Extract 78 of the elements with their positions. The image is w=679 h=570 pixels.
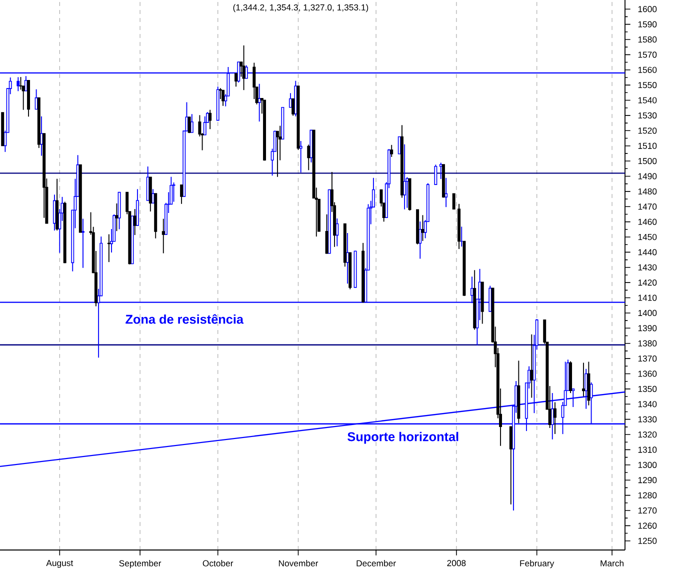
candlestick <box>307 144 310 171</box>
candlestick <box>553 402 556 435</box>
x-tick-label: September <box>119 560 162 568</box>
candlestick <box>115 202 118 232</box>
y-tick-label: 1590 <box>638 21 657 28</box>
candlestick <box>439 162 442 180</box>
y-tick-label: 1320 <box>638 431 657 438</box>
annotation: Zona de resistência <box>126 314 244 324</box>
y-tick-label: 1390 <box>638 325 657 332</box>
candlestick <box>398 136 401 154</box>
y-tick-label: 1410 <box>638 294 657 301</box>
y-tick-label: 1340 <box>638 401 657 408</box>
y-tick-label: 1550 <box>638 82 657 88</box>
candlestick <box>218 88 222 100</box>
y-tick-label: 1530 <box>638 112 657 119</box>
candlestick <box>203 116 206 136</box>
x-tick-label: November <box>278 560 318 566</box>
y-tick-label: 1290 <box>638 477 657 484</box>
y-tick-label: 1540 <box>638 97 657 104</box>
y-tick-label: 1580 <box>638 36 657 43</box>
candlestick <box>258 83 261 122</box>
y-tick-label: 1310 <box>638 446 657 453</box>
x-tick-label: August <box>46 560 74 568</box>
y-tick-label: 1260 <box>638 522 657 529</box>
candlestick <box>107 234 110 263</box>
y-tick-label: 1300 <box>638 462 657 468</box>
y-tick-label: 1430 <box>638 264 657 270</box>
y-tick-label: 1510 <box>638 142 657 149</box>
y-tick-label: 1450 <box>638 234 657 240</box>
annotation: Suporte horizontal <box>348 432 458 444</box>
y-tick-label: 1490 <box>638 173 657 180</box>
y-tick-label: 1360 <box>638 370 657 377</box>
y-tick-label: 1440 <box>638 249 657 256</box>
candlestick <box>582 362 585 397</box>
y-tick-label: 1280 <box>638 492 657 498</box>
y-tick-label: 1250 <box>638 538 657 544</box>
candlestick <box>509 426 512 505</box>
candlestick <box>162 218 165 254</box>
candlestick <box>252 62 256 100</box>
candlestick <box>434 164 438 186</box>
candlestick <box>208 109 212 130</box>
y-tick-label: 1570 <box>638 52 657 58</box>
y-tick-label: 1500 <box>638 158 657 164</box>
candlestick <box>82 218 84 268</box>
candlestick <box>530 334 534 398</box>
y-tick-label: 1400 <box>638 310 657 316</box>
candlestick <box>390 144 394 158</box>
candlestick <box>180 184 184 204</box>
candlestick <box>299 140 302 173</box>
y-tick-label: 1350 <box>638 386 657 392</box>
y-tick-label: 1520 <box>638 128 657 134</box>
candlestick <box>292 98 295 116</box>
y-tick-label: 1420 <box>638 280 657 286</box>
y-tick-label: 1370 <box>638 355 657 362</box>
y-tick-label: 1460 <box>638 218 657 225</box>
candlestick <box>16 76 20 92</box>
candlestick <box>19 76 22 90</box>
x-tick-label: February <box>520 560 554 568</box>
y-tick-label: 1470 <box>638 204 657 210</box>
candlestick <box>421 214 424 242</box>
chart-title: (1,344.2, 1,354.3, 1,327.0, 1,353.1) <box>233 4 368 12</box>
y-tick-label: 1330 <box>638 416 657 422</box>
candlestick <box>133 208 136 236</box>
y-tick-label: 1270 <box>638 507 657 514</box>
candlestick <box>222 90 225 106</box>
x-tick-label: 2008 <box>447 560 466 566</box>
y-tick-label: 1380 <box>638 340 657 346</box>
candlestick <box>188 116 191 134</box>
candlestick <box>452 193 456 210</box>
y-tick-label: 1560 <box>638 66 657 73</box>
y-tick-label: 1600 <box>638 6 657 12</box>
x-tick-label: December <box>356 560 396 566</box>
candlestick <box>242 44 246 91</box>
y-tick-label: 1480 <box>638 188 657 194</box>
candlestick <box>325 214 328 254</box>
candlestick <box>234 73 238 88</box>
x-tick-label: October <box>202 560 234 566</box>
x-tick-label: March <box>600 560 624 566</box>
